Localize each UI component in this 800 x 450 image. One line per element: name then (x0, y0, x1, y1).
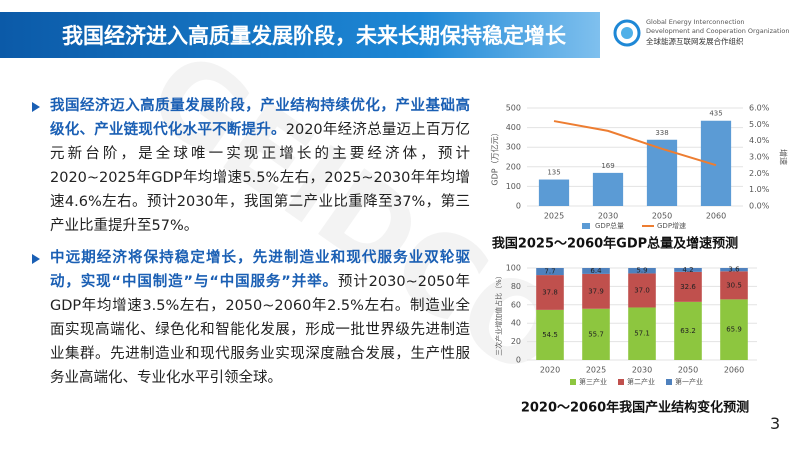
y2-tick-label: 2.0% (749, 169, 770, 178)
legend-label: 第二产业 (627, 377, 655, 386)
y-axis-title: 三次产业增加值占比（%） (494, 272, 503, 356)
x-tick-label: 2060 (724, 366, 744, 375)
legend-swatch (570, 379, 576, 385)
value-label: 6.4 (590, 267, 602, 275)
x-tick-label: 2030 (632, 366, 652, 375)
gdp-chart: 0 100 200 300 400 500 0.0% 1.0% 2.0% 3.0% 4.0% 5.0%… (490, 104, 789, 252)
bar-segment (628, 307, 656, 360)
bar-segment (720, 268, 748, 272)
logo: Global Energy Interconnection Developmen… (612, 18, 792, 47)
y-tick-label: 0 (516, 202, 521, 211)
logo-cn: 全球能源互联网发展合作组织 (646, 37, 744, 46)
y-tick-label: 0 (516, 356, 521, 365)
line (553, 120, 717, 167)
y2-tick-label: 3.0% (749, 153, 770, 162)
y-tick-label: 100 (506, 264, 521, 273)
value-label: 37.9 (588, 287, 604, 295)
legend-swatch (618, 379, 624, 385)
bullet-body: 2020年经济总量迈上百万亿元新台阶，是全球唯一实现正增长的主要经济体，预计20… (50, 122, 470, 234)
value-label: 135 (547, 169, 560, 177)
x-tick-label: 2030 (598, 212, 618, 221)
legend-label: 第一产业 (675, 377, 703, 386)
logo-icon (613, 19, 641, 47)
slide-title: 我国经济进入高质量发展阶段，未来长期保持稳定增长 (62, 24, 566, 48)
bullet-highlight: 我国经济迈入高质量发展阶段，产业结构持续优化，产业基础高级化、产业链现代化水平不… (50, 98, 470, 138)
y-axis-title: GDP（万亿元） (490, 128, 500, 185)
bullet-list: 我国经济迈入高质量发展阶段，产业结构持续优化，产业基础高级化、产业链现代化水平不… (30, 94, 470, 398)
legend-label: GDP总量 (595, 221, 624, 230)
x-tick-label: 2060 (706, 212, 726, 221)
y-tick-label: 60 (511, 300, 521, 309)
x-tick-label: 2025 (544, 212, 564, 221)
value-label: 3.6 (728, 266, 740, 274)
chart-title: 我国2025～2060年GDP总量及增速预测 (492, 236, 738, 252)
header-bar (0, 12, 600, 58)
bar-segment (628, 268, 656, 274)
x-tick-label: 2020 (540, 366, 560, 375)
bullet: 我国经济迈入高质量发展阶段，产业结构持续优化，产业基础高级化、产业链现代化水平不… (30, 94, 470, 238)
bar-segment (536, 309, 564, 360)
value-label: 37.0 (634, 286, 650, 294)
page-number: 3 (770, 414, 781, 433)
legend-label: 第三产业 (579, 377, 607, 386)
legend-swatch (582, 223, 590, 229)
y2-tick-label: 1.0% (749, 185, 770, 194)
bar-segment (536, 268, 564, 276)
bar-segment (536, 275, 564, 310)
y2-axis-title: 增速 (779, 149, 789, 165)
value-label: 57.1 (634, 330, 650, 338)
x-tick-label: 2050 (678, 366, 698, 375)
value-label: 30.5 (726, 281, 742, 289)
bar-segment (674, 268, 702, 272)
x-tick-label: 2050 (652, 212, 672, 221)
value-label: 63.2 (680, 327, 696, 335)
legend-label: GDP增速 (657, 221, 686, 230)
y2-tick-label: 6.0% (749, 104, 770, 113)
y-tick-label: 100 (506, 182, 521, 191)
y2-tick-label: 0.0% (749, 202, 770, 211)
value-label: 338 (655, 129, 668, 137)
legend-swatch (666, 379, 672, 385)
bullet-body: 预计2030~2050年GDP年均增速3.5%左右，2050~2060年2.5%… (50, 274, 471, 386)
y2-tick-label: 5.0% (749, 120, 770, 129)
bar (592, 172, 624, 206)
value-label: 4.2 (682, 266, 693, 274)
value-label: 169 (601, 162, 614, 170)
bar-segment (720, 271, 748, 300)
bullet-highlight: 中远期经济将保持稳定增长，先进制造业和现代服务业双轮驱动，实现“中国制造”与“中… (50, 250, 470, 290)
bar-segment (628, 273, 656, 308)
y-tick-label: 40 (511, 319, 521, 328)
value-label: 65.9 (726, 326, 742, 334)
value-label: 32.6 (680, 283, 696, 291)
bar (700, 120, 732, 206)
bar-segment (674, 271, 702, 302)
value-label: 5.9 (636, 267, 647, 275)
x-tick-label: 2025 (586, 366, 606, 375)
value-label: 435 (709, 110, 722, 118)
y-tick-label: 20 (511, 337, 521, 346)
bullet: 中远期经济将保持稳定增长，先进制造业和现代服务业双轮驱动，实现“中国制造”与“中… (30, 246, 470, 390)
bar (646, 139, 678, 206)
logo-en: Development and Cooperation Organization (646, 27, 790, 35)
bar-segment (582, 273, 610, 309)
y-tick-label: 300 (506, 143, 521, 152)
bar-segment (674, 301, 702, 360)
y2-tick-label: 4.0% (749, 136, 770, 145)
bar-segment (720, 299, 748, 360)
bar-segment (582, 308, 610, 360)
logo-en: Global Energy Interconnection (646, 18, 745, 26)
y-tick-label: 500 (506, 104, 521, 113)
y-tick-label: 200 (506, 162, 521, 171)
bar-segment (582, 268, 610, 274)
value-label: 54.5 (542, 331, 558, 339)
value-label: 55.7 (588, 330, 604, 338)
y-tick-label: 80 (511, 282, 521, 291)
y-tick-label: 400 (506, 123, 521, 132)
value-label: 7.7 (544, 268, 555, 276)
chart-title: 2020～2060年我国产业结构变化预测 (521, 400, 749, 416)
value-label: 37.8 (542, 288, 558, 296)
bar (538, 179, 570, 206)
